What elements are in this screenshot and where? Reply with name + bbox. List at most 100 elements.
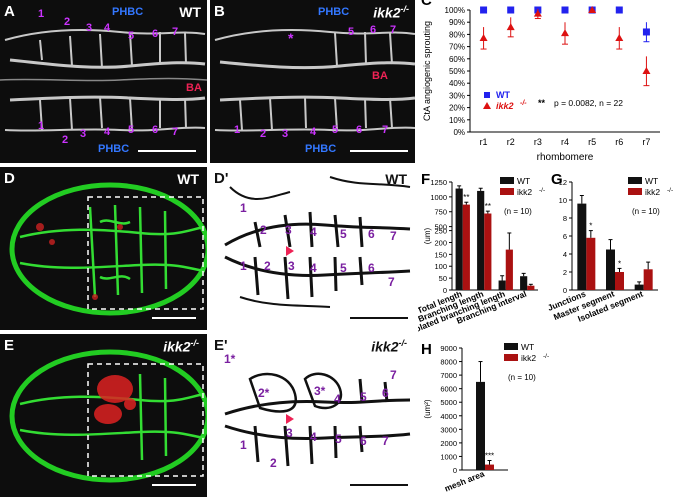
- legend-label: WT: [645, 176, 658, 186]
- panel-label: F: [421, 171, 430, 188]
- x-tick-label: r4: [561, 137, 569, 147]
- panel-a-genotype: WT: [179, 4, 201, 20]
- y-tick-label: 750: [434, 208, 447, 217]
- y-tick-label: 10%: [449, 116, 465, 125]
- x-category-label: mesh area: [443, 468, 486, 493]
- panel-e-label: E: [4, 337, 15, 354]
- ikk2-point: [588, 6, 597, 13]
- y-tick-label: 0: [563, 286, 567, 295]
- legend-label: WT: [517, 176, 530, 186]
- rhombomere-number: 3: [86, 22, 93, 34]
- panel-a-label: A: [4, 3, 15, 20]
- rhombomere-number: 3: [80, 128, 87, 140]
- x-tick-label: r5: [588, 137, 596, 147]
- legend-sup: -/-: [667, 187, 673, 194]
- panel-a-phbc-bottom: PHBC: [98, 143, 130, 155]
- legend-label: ikk2: [521, 353, 536, 363]
- panel-d: D WT: [0, 167, 207, 330]
- rhombomere-number: 1: [234, 124, 241, 136]
- ikk2-point: [615, 34, 624, 42]
- y-tick-label: 90%: [449, 18, 465, 27]
- panel-c-label: C: [421, 0, 432, 9]
- x-axis-label: rhombomere: [537, 152, 594, 163]
- legend-label: WT: [521, 342, 534, 352]
- y-tick-label: 80%: [449, 30, 465, 39]
- y-tick-label: 7000: [440, 371, 457, 380]
- rhombomere-number: 7: [382, 434, 389, 448]
- y-tick-label: 10: [559, 196, 567, 205]
- panel-a-micrograph: [0, 29, 207, 132]
- panel-label: G: [551, 171, 563, 188]
- chart-h: H 0 1000 2000 3000 4000 5000 6000 7000 8000 9000 **…: [421, 341, 549, 494]
- y-tick-label: 2000: [440, 439, 457, 448]
- y-tick-label: 100: [434, 262, 447, 271]
- rhombomere-number: 6: [152, 28, 159, 40]
- legend-swatch: [504, 354, 518, 361]
- rhombomere-number: 2: [62, 134, 69, 146]
- bar-wt: [455, 188, 463, 290]
- panel-e-genotype-name: ikk2: [163, 338, 191, 355]
- ikk2-point: [533, 9, 542, 17]
- bar-ikk2: [643, 269, 653, 290]
- y-tick-label: 50: [439, 274, 447, 283]
- panel-e-prime-label: E': [214, 337, 228, 354]
- bar-ikk2: [615, 272, 624, 290]
- rhombomere-number: 6: [368, 227, 375, 241]
- panel-a-phbc-top: PHBC: [112, 6, 144, 18]
- rhombomere-number: 2: [260, 128, 267, 140]
- rhombomere-number: 4: [310, 430, 317, 444]
- panel-d-prime-genotype: WT: [385, 171, 407, 187]
- rhombomere-number: 7: [172, 26, 179, 38]
- panel-e-prime-genotype-name: ikk2: [371, 338, 399, 355]
- panel-b-star: *: [288, 30, 294, 46]
- panel-b-scale-bar: [350, 150, 408, 152]
- panel-e-scale-bar: [152, 484, 196, 486]
- rhombomere-number: 6: [152, 124, 159, 136]
- rhombomere-number: 4: [104, 22, 111, 34]
- sig-marker: **: [463, 193, 469, 202]
- wt-point: [480, 6, 488, 14]
- y-axis-label: CtA angiogenic sprouting: [422, 21, 432, 121]
- y-tick-label: 9000: [440, 344, 457, 353]
- y-axis-label: (um): [423, 227, 432, 244]
- wt-point: [642, 28, 650, 36]
- panel-d-scale-bar: [152, 317, 196, 319]
- panel-d-prime-micrograph: [224, 176, 411, 308]
- panel-label: H: [421, 341, 432, 358]
- y-tick-label: 50%: [449, 67, 465, 76]
- n-note: (n = 10): [508, 373, 536, 382]
- y-tick-label: 4000: [440, 412, 457, 421]
- panel-e-prime: E' ikk2-/- 1* 2* 3* 4 5 6 7 1 2 3 4 5 6 7: [210, 334, 415, 497]
- rhombomere-number: 6: [360, 434, 367, 448]
- legend-sup: -/-: [539, 187, 545, 194]
- rhombomere-number: 1: [38, 120, 45, 132]
- n-note: (n = 10): [504, 207, 532, 216]
- legend-label: ikk2: [517, 187, 532, 197]
- panel-d-prime-scale-bar: [350, 317, 408, 319]
- panel-b-genotype-name: ikk2: [373, 4, 401, 21]
- bar-wt: [520, 276, 528, 290]
- x-tick-label: r2: [507, 137, 515, 147]
- sig-marker: ***: [485, 452, 494, 461]
- legend-swatch: [628, 188, 642, 195]
- rhombomere-number: 4: [310, 261, 317, 275]
- rhombomere-number: 7: [390, 229, 397, 243]
- rhombomere-number: 7: [390, 368, 397, 382]
- bar-wt: [476, 381, 485, 470]
- rhombomere-number: 5: [340, 261, 347, 275]
- chart-c: C 0% 10% 20% 30% 40% 50% 60% 70% 80% 90% 100% r1 r2 r3…: [421, 0, 660, 163]
- rhombomere-number: 1: [38, 8, 45, 20]
- rhombomere-number: 3*: [314, 384, 326, 398]
- sig-marker: *: [618, 259, 621, 268]
- rhombomere-number: 6: [382, 386, 389, 400]
- y-tick-label: 1000: [430, 193, 447, 202]
- y-tick-label: 100%: [445, 6, 465, 15]
- legend-swatch: [504, 343, 518, 350]
- rhombomere-number: 4: [310, 126, 317, 138]
- rhombomere-number: 5: [332, 124, 339, 136]
- rhombomere-number: 2: [260, 223, 267, 237]
- legend-ikk2-label: ikk2: [496, 101, 514, 111]
